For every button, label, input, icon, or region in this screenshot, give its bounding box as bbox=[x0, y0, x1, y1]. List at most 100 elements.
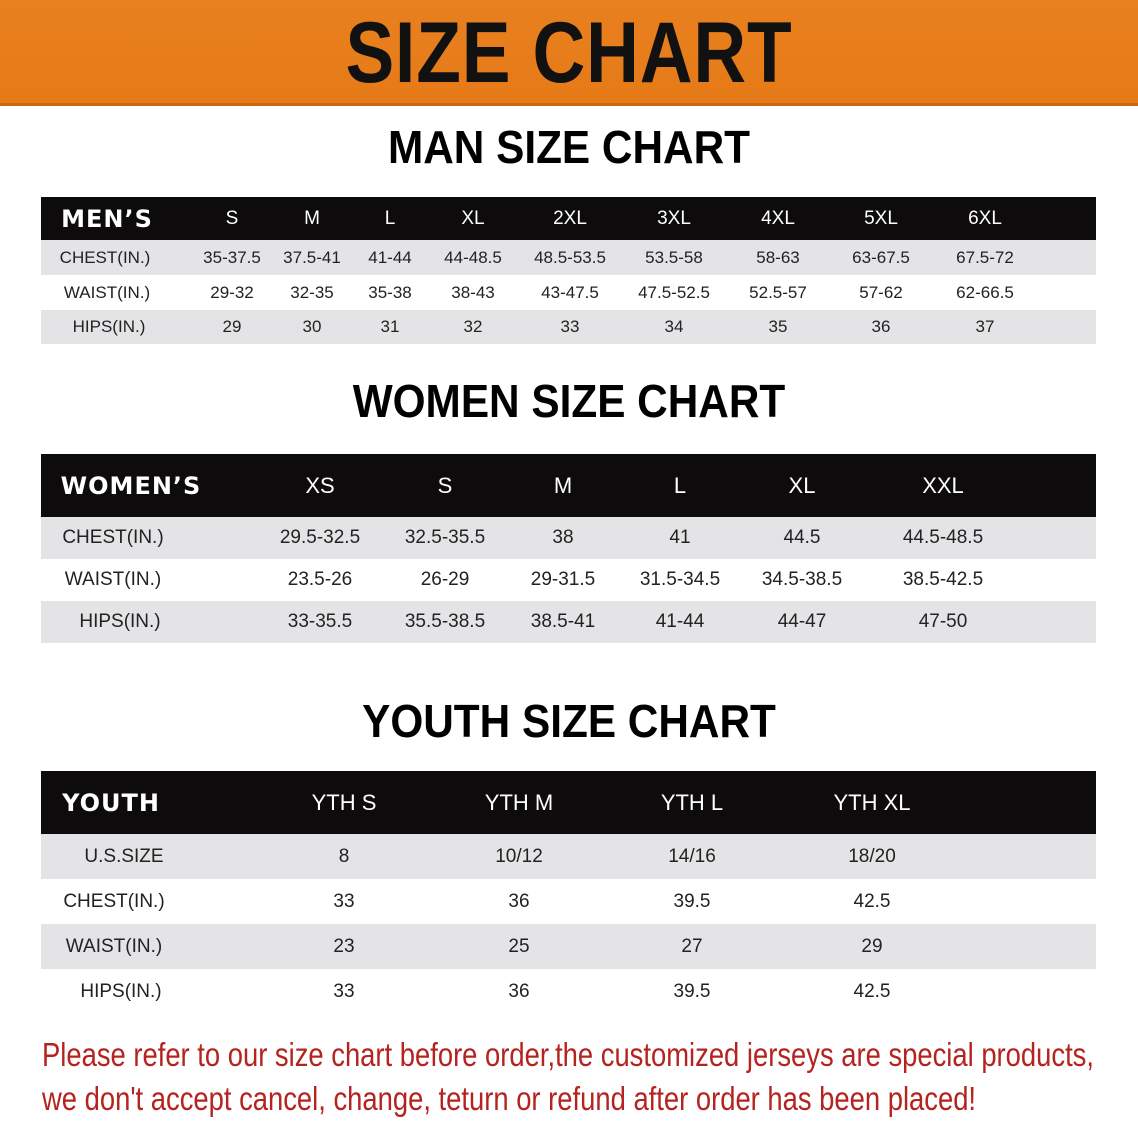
size-header: XL bbox=[461, 207, 485, 229]
table-cell: 41 bbox=[669, 527, 691, 548]
table-cell: 33-35.5 bbox=[287, 611, 353, 632]
row-label: CHEST(IN.) bbox=[63, 890, 165, 912]
table-cell: 25 bbox=[508, 935, 530, 957]
table-cell: 43-47.5 bbox=[541, 282, 599, 302]
row-label: WAIST(IN.) bbox=[63, 282, 151, 302]
table-cell: 33 bbox=[560, 317, 580, 336]
size-header: XL bbox=[788, 472, 816, 498]
table-cell: 32-35 bbox=[290, 282, 334, 302]
table-cell: 38.5-41 bbox=[530, 611, 596, 632]
size-header: 2XL bbox=[553, 207, 587, 229]
size-header: YTH XL bbox=[833, 789, 911, 815]
table-heading: WOMEN’S bbox=[60, 471, 202, 500]
table-cell: 44-47 bbox=[777, 611, 827, 632]
table-cell: 39.5 bbox=[673, 890, 711, 912]
table-cell: 38 bbox=[552, 527, 574, 548]
table-cell: 32.5-35.5 bbox=[404, 527, 486, 548]
table-cell: 44.5-48.5 bbox=[902, 527, 984, 548]
men-size-table: MEN’S S M L XL 2XL 3XL 4XL 5XL 6XL CHEST(IN.) 35-37… bbox=[41, 197, 1096, 344]
notice-line-1: Please refer to our size chart before or… bbox=[42, 1036, 1094, 1073]
table-row: HIPS(IN.) 33 36 39.5 42.5 bbox=[41, 969, 1096, 1015]
table-cell: 62-66.5 bbox=[956, 282, 1014, 302]
table-cell: 35 bbox=[768, 317, 788, 336]
table-cell: 47.5-52.5 bbox=[638, 282, 710, 302]
row-label: CHEST(IN.) bbox=[62, 527, 164, 548]
banner: SIZE CHART bbox=[0, 0, 1138, 106]
size-header: S bbox=[437, 472, 453, 498]
table-cell: 63-67.5 bbox=[852, 247, 910, 267]
size-header: 5XL bbox=[864, 207, 898, 229]
table-cell: 39.5 bbox=[673, 981, 711, 1002]
table-cell: 58-63 bbox=[756, 247, 800, 267]
table-cell: 34.5-38.5 bbox=[761, 569, 843, 590]
row-label: WAIST(IN.) bbox=[65, 935, 163, 957]
table-cell: 41-44 bbox=[655, 611, 705, 632]
table-cell: 33 bbox=[333, 981, 355, 1002]
table-cell: 52.5-57 bbox=[749, 282, 807, 302]
women-header-row: WOMEN’S XS S M L XL XXL bbox=[41, 454, 1096, 517]
table-cell: 41-44 bbox=[368, 247, 412, 267]
size-header: YTH L bbox=[660, 789, 724, 815]
row-label: HIPS(IN.) bbox=[72, 317, 146, 336]
table-cell: 34 bbox=[664, 317, 684, 336]
size-header: L bbox=[673, 472, 687, 498]
banner-title: SIZE CHART bbox=[345, 5, 793, 101]
table-cell: 26-29 bbox=[420, 569, 470, 590]
table-cell: 37 bbox=[975, 317, 995, 336]
table-cell: 38.5-42.5 bbox=[902, 569, 984, 590]
table-cell: 67.5-72 bbox=[956, 247, 1014, 267]
table-cell: 23.5-26 bbox=[287, 569, 353, 590]
table-heading: MEN’S bbox=[61, 204, 153, 233]
table-cell: 14/16 bbox=[668, 845, 716, 867]
table-cell: 10/12 bbox=[495, 845, 543, 867]
row-label: U.S.SIZE bbox=[84, 845, 164, 867]
table-row: CHEST(IN.) 29.5-32.5 32.5-35.5 38 41 44.5 44.5… bbox=[41, 517, 1096, 559]
table-row: WAIST(IN.) 29-32 32-35 35-38 38-43 43-47.5 47.… bbox=[41, 275, 1096, 310]
table-cell: 23 bbox=[333, 935, 355, 957]
table-cell: 36 bbox=[871, 317, 891, 336]
table-row: CHEST(IN.) 35-37.5 37.5-41 41-44 44-48.5 48.5… bbox=[41, 240, 1096, 275]
table-cell: 18/20 bbox=[848, 845, 896, 867]
size-header: YTH M bbox=[484, 789, 554, 815]
notice-line-2: we don't accept cancel, change, teturn o… bbox=[42, 1080, 977, 1117]
size-header: 3XL bbox=[657, 207, 691, 229]
table-cell: 33 bbox=[333, 890, 355, 912]
table-cell: 29.5-32.5 bbox=[279, 527, 361, 548]
table-cell: 36 bbox=[508, 981, 530, 1002]
table-heading: YOUTH bbox=[62, 788, 160, 817]
table-cell: 48.5-53.5 bbox=[534, 247, 606, 267]
size-header: M bbox=[304, 207, 320, 229]
youth-header-row: YOUTH YTH S YTH M YTH L YTH XL bbox=[41, 771, 1096, 834]
table-cell: 29 bbox=[861, 935, 883, 957]
table-cell: 29-32 bbox=[210, 282, 254, 302]
table-row: WAIST(IN.) 23 25 27 29 bbox=[41, 924, 1096, 969]
size-header: S bbox=[225, 207, 239, 229]
size-header: 4XL bbox=[761, 207, 795, 229]
row-label: WAIST(IN.) bbox=[64, 569, 162, 590]
size-header: XXL bbox=[922, 472, 964, 498]
table-cell: 44-48.5 bbox=[444, 247, 502, 267]
table-cell: 38-43 bbox=[451, 282, 495, 302]
table-cell: 29 bbox=[222, 317, 242, 336]
table-cell: 36 bbox=[508, 890, 530, 912]
table-row: HIPS(IN.) 33-35.5 35.5-38.5 38.5-41 41-44 44-… bbox=[41, 601, 1096, 643]
table-cell: 44.5 bbox=[783, 527, 821, 548]
row-label: HIPS(IN.) bbox=[80, 981, 162, 1002]
size-header: XS bbox=[305, 472, 335, 498]
table-cell: 35-38 bbox=[368, 282, 412, 302]
table-cell: 8 bbox=[338, 845, 350, 867]
table-cell: 31.5-34.5 bbox=[639, 569, 721, 590]
size-header: M bbox=[553, 472, 573, 498]
table-cell: 32 bbox=[463, 317, 483, 336]
table-cell: 31 bbox=[380, 317, 400, 336]
table-cell: 29-31.5 bbox=[530, 569, 596, 590]
table-row: CHEST(IN.) 33 36 39.5 42.5 bbox=[41, 879, 1096, 924]
table-cell: 53.5-58 bbox=[645, 247, 703, 267]
size-header: L bbox=[384, 207, 396, 229]
women-section-title: WOMEN SIZE CHART bbox=[352, 375, 786, 427]
men-section-title: MAN SIZE CHART bbox=[387, 121, 751, 173]
size-header: YTH S bbox=[311, 789, 377, 815]
men-header-row: MEN’S S M L XL 2XL 3XL 4XL 5XL 6XL bbox=[41, 197, 1096, 240]
table-cell: 47-50 bbox=[918, 611, 968, 632]
table-row: WAIST(IN.) 23.5-26 26-29 29-31.5 31.5-34.5 34… bbox=[41, 559, 1096, 601]
